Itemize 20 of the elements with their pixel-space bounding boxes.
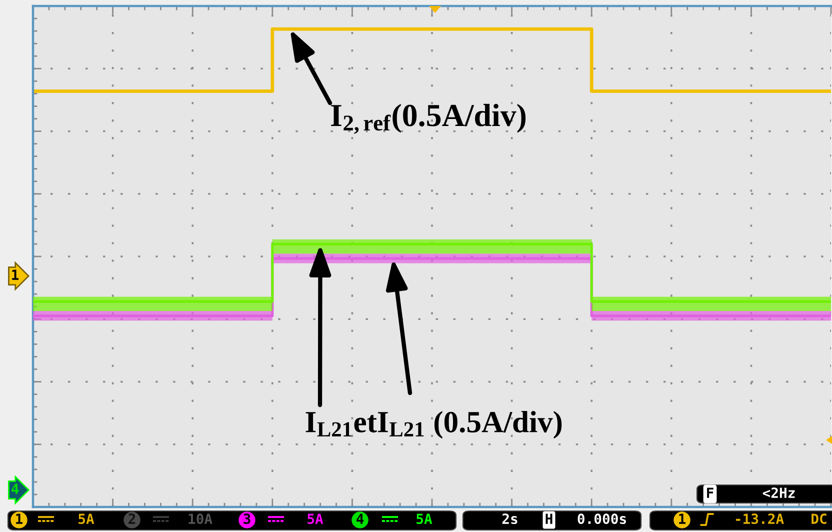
text: 1 bbox=[16, 514, 23, 524]
text: H bbox=[546, 514, 552, 524]
text: 10A bbox=[188, 514, 212, 524]
text: 2s bbox=[502, 514, 518, 524]
text: 1 bbox=[12, 270, 19, 280]
annotation: I$_{L21}$etI$_{L21}$ (0.5A/div) bbox=[306, 410, 562, 439]
text: 2 bbox=[128, 514, 136, 524]
annotation: I$_{2,ref}$(0.5A/div) bbox=[331, 104, 526, 134]
text: 3 bbox=[244, 514, 250, 524]
text: 5A bbox=[78, 514, 94, 524]
text: DC bbox=[812, 514, 826, 524]
annotation: <2Hz bbox=[762, 488, 795, 498]
text: -13.2A bbox=[736, 514, 784, 524]
text: 4 bbox=[12, 484, 19, 494]
text: 5A bbox=[308, 514, 324, 524]
annotation: F bbox=[707, 488, 714, 498]
text: 4 bbox=[356, 514, 364, 524]
text: 1 bbox=[679, 514, 686, 524]
text: 0.000s bbox=[578, 514, 626, 524]
text: 5A bbox=[416, 514, 432, 524]
